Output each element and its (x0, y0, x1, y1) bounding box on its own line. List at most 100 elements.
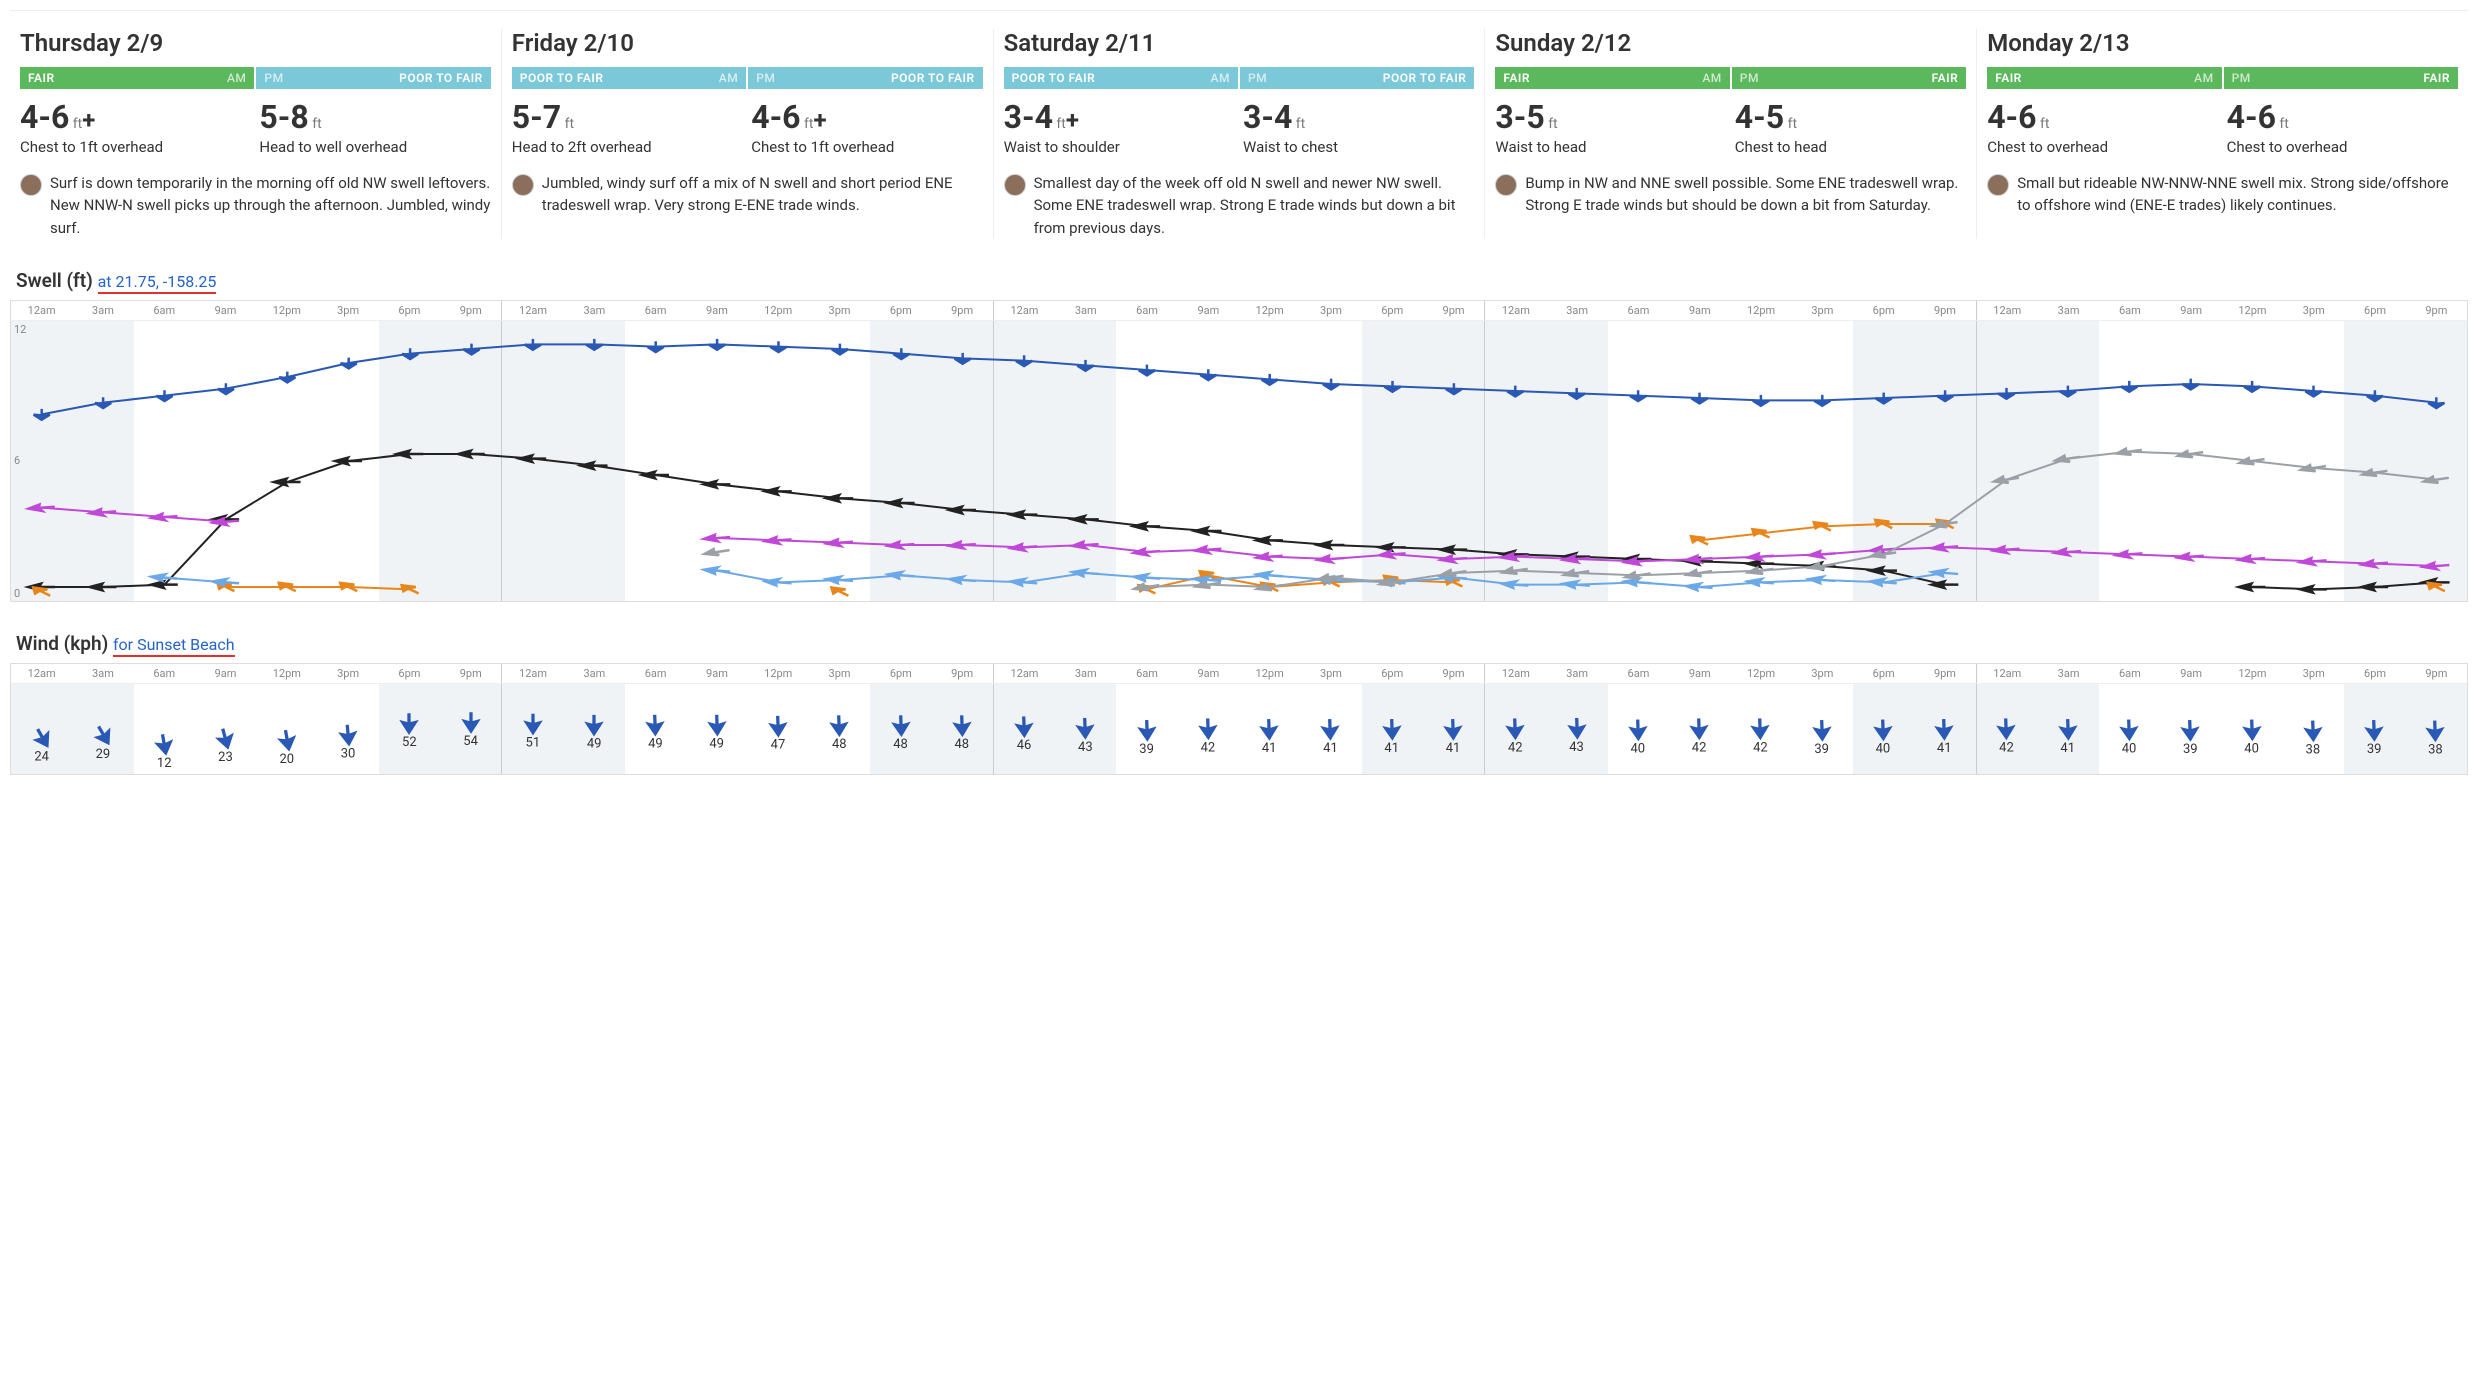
rating-am-label: AM (227, 71, 246, 85)
time-label: 3pm (809, 301, 870, 320)
time-label: 6pm (2344, 301, 2405, 320)
surf-pm-height: 4-6 ft (2227, 101, 2458, 134)
surf-pm: 4-6 ft Chest to overhead (2227, 101, 2458, 158)
time-label: 6pm (870, 301, 931, 320)
wind-value: 41 (1262, 740, 1277, 755)
time-label: 6am (1608, 664, 1669, 683)
surf-pm-height: 3-4 ft (1243, 101, 1474, 134)
rating-row: FAIR AM PM POOR TO FAIR (20, 67, 491, 89)
wind-arrow-icon (276, 727, 298, 749)
day-column: Monday 2/13 FAIR AM PM FAIR 4-6 ft Chest… (1977, 29, 2468, 239)
wind-cell: 39 (2160, 684, 2221, 774)
surf-row: 5-7 ft Head to 2ft overhead 4-6 ft+ Ches… (512, 101, 983, 158)
wind-value: 48 (955, 737, 970, 752)
wind-value: 48 (832, 737, 847, 752)
surf-pm: 4-5 ft Chest to head (1735, 101, 1966, 158)
wind-value: 39 (1139, 741, 1154, 756)
wind-arrow-icon (214, 726, 236, 748)
time-label: 12pm (2222, 664, 2283, 683)
wind-chart-section: Wind (kph) for Sunset Beach 12am3am6am9a… (10, 632, 2468, 775)
time-label: 9am (1669, 301, 1730, 320)
day-summary: Bump in NW and NNE swell possible. Some … (1495, 172, 1966, 217)
surf-pm-height: 4-5 ft (1735, 101, 1966, 134)
wind-arrow-icon (2179, 717, 2201, 739)
time-label: 3pm (317, 664, 378, 683)
rating-pm-text: FAIR (2251, 71, 2450, 85)
wind-arrow-icon (1688, 716, 1710, 738)
time-label: 6pm (2344, 664, 2405, 683)
surf-am-height: 4-6 ft (1987, 101, 2218, 134)
time-label: 3pm (1792, 664, 1853, 683)
day-summary-text: Surf is down temporarily in the morning … (50, 172, 491, 240)
time-label: 6am (134, 664, 195, 683)
rating-pm: PM POOR TO FAIR (1240, 67, 1474, 89)
wind-value: 49 (709, 736, 724, 751)
wind-cell: 39 (2344, 684, 2405, 774)
rating-am: POOR TO FAIR AM (512, 67, 746, 89)
wind-arrow-icon (31, 725, 53, 747)
day-title: Monday 2/13 (1987, 29, 2458, 57)
time-label: 3pm (1792, 301, 1853, 320)
rating-pm: PM POOR TO FAIR (748, 67, 982, 89)
time-label: 3am (1547, 664, 1608, 683)
rating-am: FAIR AM (1987, 67, 2221, 89)
time-label: 9pm (440, 664, 501, 683)
wind-value: 46 (1017, 738, 1032, 753)
swell-chart-title: Swell (ft) at 21.75, -158.25 (10, 269, 2468, 300)
wind-time-labels: 12am3am6am9am12pm3pm6pm9pm12am3am6am9am1… (11, 664, 2467, 684)
rating-am-label: AM (1702, 71, 1721, 85)
time-label: 3pm (317, 301, 378, 320)
wind-arrow-icon (1627, 717, 1649, 739)
time-label: 6pm (1362, 301, 1423, 320)
wind-value: 41 (1937, 740, 1952, 755)
time-label: 3am (1547, 301, 1608, 320)
day-column: Friday 2/10 POOR TO FAIR AM PM POOR TO F… (502, 29, 994, 239)
wind-cell: 42 (1177, 684, 1238, 774)
rating-pm: PM FAIR (1732, 67, 1966, 89)
time-label: 6am (1116, 664, 1177, 683)
wind-arrow-icon (890, 713, 912, 735)
time-label: 12am (11, 664, 72, 683)
wind-value: 29 (96, 747, 111, 762)
time-label: 6am (2099, 301, 2160, 320)
wind-value: 23 (218, 750, 233, 765)
surf-pm-desc: Chest to head (1735, 138, 1966, 158)
time-label: 12am (1485, 664, 1546, 683)
surf-pm-height: 5-8 ft (259, 101, 490, 134)
rating-am: POOR TO FAIR AM (1004, 67, 1238, 89)
wind-cell: 41 (1422, 684, 1483, 774)
day-summary-text: Jumbled, windy surf off a mix of N swell… (542, 172, 983, 217)
surf-am-desc: Head to 2ft overhead (512, 138, 743, 158)
wind-value: 42 (1201, 740, 1216, 755)
time-label: 12am (1485, 301, 1546, 320)
time-label: 12am (1977, 664, 2038, 683)
wind-cell: 49 (625, 684, 686, 774)
time-label: 6pm (1853, 664, 1914, 683)
wind-value: 38 (2428, 742, 2443, 757)
wind-value: 30 (341, 746, 356, 761)
wind-chart: 12am3am6am9am12pm3pm6pm9pm12am3am6am9am1… (10, 663, 2468, 775)
surf-pm-desc: Waist to chest (1243, 138, 1474, 158)
wind-value: 42 (1692, 740, 1707, 755)
forecaster-avatar (20, 174, 42, 196)
wind-value: 49 (648, 736, 663, 751)
time-label: 12am (1977, 301, 2038, 320)
surf-am-desc: Waist to shoulder (1004, 138, 1235, 158)
rating-am-text: FAIR (1995, 71, 2194, 85)
time-label: 9pm (1914, 301, 1975, 320)
wind-arrow-icon (583, 712, 605, 734)
wind-subtitle: for Sunset Beach (113, 635, 235, 654)
time-label: 6am (134, 301, 195, 320)
rating-row: FAIR AM PM FAIR (1987, 67, 2458, 89)
wind-arrow-icon (1566, 715, 1588, 737)
rating-pm-text: POOR TO FAIR (284, 71, 483, 85)
time-label: 9am (1669, 664, 1730, 683)
wind-cell: 49 (563, 684, 624, 774)
time-label: 12am (502, 664, 563, 683)
wind-arrow-icon (767, 713, 789, 735)
time-label: 12pm (1730, 301, 1791, 320)
time-label: 12pm (748, 301, 809, 320)
time-label: 9pm (931, 301, 992, 320)
wind-arrow-icon (1504, 716, 1526, 738)
wind-value: 42 (1508, 740, 1523, 755)
